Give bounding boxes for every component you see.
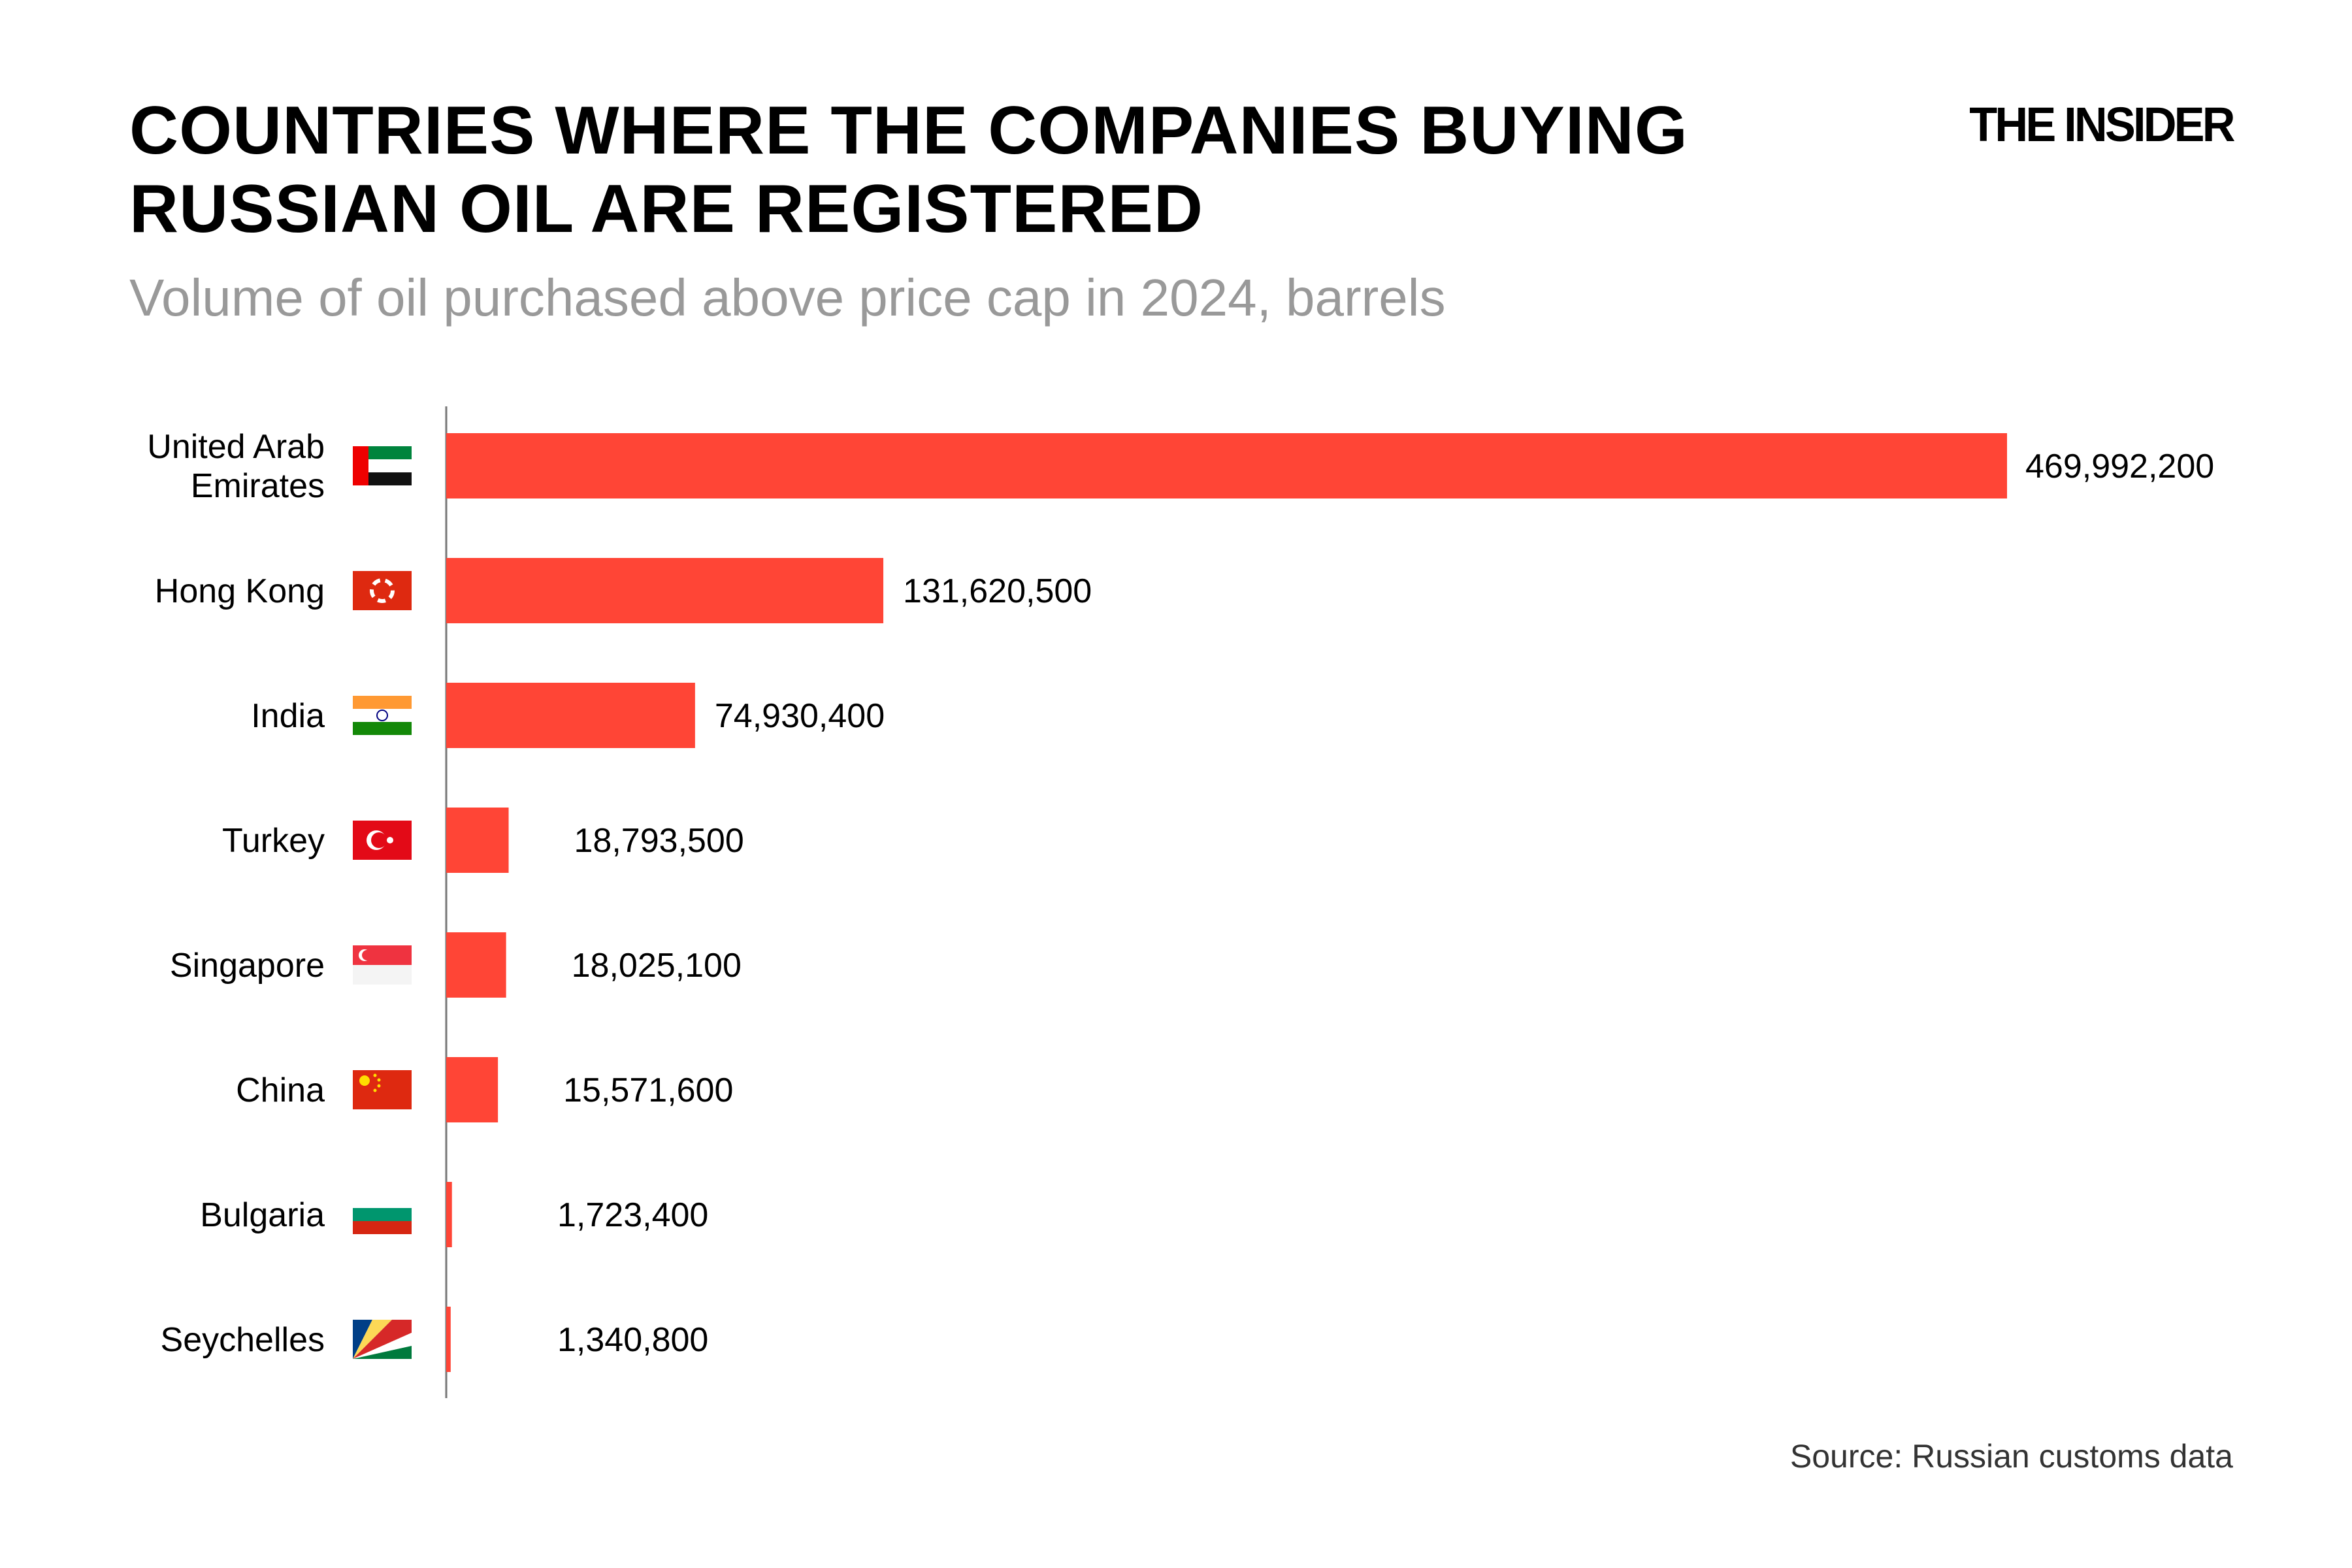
category-label: United Arab Emirates — [147, 428, 325, 505]
bar-row: China 15,571,600 — [236, 1057, 733, 1122]
bar — [446, 433, 2007, 498]
bar — [446, 558, 884, 623]
flag-bulgaria-icon — [353, 1195, 412, 1234]
bar-row: Bulgaria 1,723,400 — [200, 1182, 708, 1247]
category-label: Bulgaria — [200, 1196, 325, 1234]
bar — [446, 1057, 498, 1122]
category-label: India — [251, 697, 325, 735]
bar-row: Singapore 18,025,100 — [170, 932, 742, 998]
chart-title: COUNTRIES WHERE THE COMPANIES BUYING RUS… — [129, 93, 1688, 247]
value-label: 1,723,400 — [557, 1196, 708, 1234]
flag-india-icon — [353, 696, 412, 735]
flag-uae-icon — [353, 446, 412, 485]
value-label: 469,992,200 — [2025, 448, 2214, 485]
flag-seychelles-icon — [353, 1320, 412, 1359]
bar-row: Turkey 18,793,500 — [222, 808, 744, 873]
bar-row: United Arab Emirates 469,992,200 — [147, 428, 2214, 505]
bar — [446, 1307, 451, 1372]
bar — [446, 932, 506, 998]
bar-row: India 74,930,400 — [251, 683, 885, 748]
source-note: Source: Russian customs data — [1789, 1438, 2233, 1475]
flag-turkey-icon — [353, 821, 412, 860]
flag-china-icon — [353, 1070, 412, 1109]
bar — [446, 683, 695, 748]
flag-singapore-icon — [353, 945, 412, 985]
value-label: 18,025,100 — [572, 947, 742, 985]
category-label: China — [236, 1071, 325, 1109]
bar — [446, 808, 509, 873]
value-label: 74,930,400 — [715, 697, 885, 735]
category-label: Singapore — [170, 947, 325, 985]
bar-row: Hong Kong 131,620,500 — [155, 558, 1092, 623]
category-label: Hong Kong — [155, 572, 325, 610]
category-label: Turkey — [222, 822, 325, 860]
chart-subtitle: Volume of oil purchased above price cap … — [129, 269, 1446, 327]
the-insider-logo: THE INSIDER — [1969, 97, 2236, 152]
flag-hong-kong-icon — [353, 571, 412, 610]
bar — [446, 1182, 452, 1247]
value-label: 18,793,500 — [574, 822, 744, 860]
category-label: Seychelles — [161, 1321, 325, 1359]
bar-row: Seychelles 1,340,800 — [161, 1307, 708, 1372]
value-label: 1,340,800 — [557, 1321, 708, 1359]
value-label: 15,571,600 — [563, 1071, 733, 1109]
value-label: 131,620,500 — [903, 572, 1092, 610]
